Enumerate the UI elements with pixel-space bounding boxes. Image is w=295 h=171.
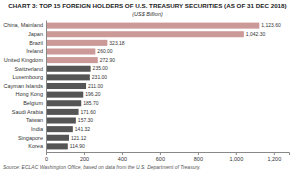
x-tick-label: 0 <box>45 156 48 162</box>
data-label: 141.32 <box>75 126 91 132</box>
y-tick: Ireland <box>26 48 46 54</box>
x-tick-label: 600 <box>156 156 165 162</box>
bar <box>46 126 73 132</box>
x-tick: 1,000 <box>229 152 243 162</box>
bar <box>46 74 90 80</box>
data-label: 196.20 <box>85 91 101 97</box>
x-tick-label: 400 <box>118 156 127 162</box>
y-tick: Saudi Arabia <box>12 109 46 115</box>
data-label: 235.00 <box>93 65 109 71</box>
bar <box>46 48 95 54</box>
bar <box>46 135 69 141</box>
data-label: 1,123.60 <box>261 22 281 28</box>
subtitle: (US$ Billion) <box>132 11 163 17</box>
x-tick: 800 <box>194 152 203 162</box>
y-tick: United Kingdom <box>4 57 46 63</box>
plot: 0 200 400 600 800 1,000 1,200 Korea Singapore Ind… <box>3 21 289 162</box>
title: CHART 3: TOP 15 FOREIGN HOLDERS OF U.S. … <box>8 2 286 9</box>
bar <box>46 143 68 149</box>
y-tick-label: Switzerland <box>15 66 43 72</box>
y-tick-label: Brazil <box>29 40 43 46</box>
source: Source: ECLAC Washington Office, based o… <box>3 164 201 170</box>
y-tick: China, Mainland <box>3 22 46 28</box>
x-tick-mark <box>274 152 275 155</box>
y-tick-label: China, Mainland <box>3 22 43 28</box>
x-axis-line <box>47 153 290 156</box>
x-tick: 1,200 <box>267 152 281 162</box>
x-tick-mark <box>236 152 237 155</box>
x-tick-label: 1,200 <box>267 156 281 162</box>
y-tick: Switzerland <box>15 66 46 72</box>
x-tick-label: 800 <box>194 156 203 162</box>
bar <box>46 23 259 29</box>
data-label: 323.18 <box>109 40 125 46</box>
y-tick-label: Ireland <box>26 48 43 54</box>
x-tick-mark <box>160 152 161 155</box>
bar <box>46 66 91 72</box>
bar <box>46 100 81 106</box>
data-label: 1,042.30 <box>246 31 266 37</box>
data-labels: 114.90 121.12 141.32 157.30 171.60 185.70 196.… <box>70 22 281 149</box>
y-tick-label: India <box>31 126 44 132</box>
data-label: 272.90 <box>100 57 116 63</box>
bar <box>46 109 79 115</box>
data-label: 157.30 <box>78 117 94 123</box>
y-tick: Singapore <box>18 135 46 141</box>
data-label: 231.00 <box>92 74 108 80</box>
bar <box>46 83 86 89</box>
data-label: 211.00 <box>88 83 103 89</box>
data-label: 121.12 <box>71 135 87 141</box>
bar <box>46 117 76 123</box>
x-tick-mark <box>198 152 199 155</box>
x-tick: 400 <box>118 152 127 162</box>
bar <box>46 92 83 98</box>
bars <box>46 23 259 150</box>
y-tick-label: Taiwan <box>26 117 43 123</box>
x-tick-mark <box>84 152 85 155</box>
y-axis: Korea Singapore India Taiwan Saudi Arabia Bel… <box>3 21 46 153</box>
y-axis-line <box>46 21 47 153</box>
bar <box>46 31 244 37</box>
y-tick-label: Singapore <box>18 135 43 141</box>
y-tick-label: Korea <box>28 143 44 149</box>
y-tick: Brazil <box>29 40 46 46</box>
x-tick-label: 1,000 <box>229 156 243 162</box>
x-axis: 0 200 400 600 800 1,000 1,200 <box>45 152 290 162</box>
x-tick-label: 200 <box>80 156 89 162</box>
y-tick-label: Cayman Islands <box>4 83 44 89</box>
data-label: 185.70 <box>83 100 99 106</box>
y-tick-label: Luxembourg <box>12 74 43 80</box>
y-tick: Korea <box>28 143 46 149</box>
y-tick: Luxembourg <box>12 74 46 80</box>
y-tick-label: Saudi Arabia <box>12 109 44 115</box>
y-tick-label: Belgium <box>23 100 43 106</box>
y-tick-label: Hong Kong <box>15 91 43 97</box>
y-tick: Taiwan <box>26 117 46 123</box>
y-tick: Japan <box>28 31 46 37</box>
x-tick: 200 <box>80 152 89 162</box>
y-tick: Hong Kong <box>15 91 46 97</box>
x-tick-mark <box>122 152 123 155</box>
y-tick-label: Japan <box>28 31 43 37</box>
data-label: 171.60 <box>81 109 97 115</box>
x-tick: 0 <box>45 152 48 162</box>
chart: CHART 3: TOP 15 FOREIGN HOLDERS OF U.S. … <box>0 0 295 171</box>
bar <box>46 57 98 63</box>
data-label: 260.00 <box>97 48 113 54</box>
x-tick: 600 <box>156 152 165 162</box>
bar <box>46 40 107 46</box>
data-label: 114.90 <box>70 143 85 149</box>
y-tick: Cayman Islands <box>4 83 46 89</box>
y-tick: India <box>31 126 46 132</box>
y-tick: Belgium <box>23 100 46 106</box>
y-tick-label: United Kingdom <box>4 57 44 63</box>
